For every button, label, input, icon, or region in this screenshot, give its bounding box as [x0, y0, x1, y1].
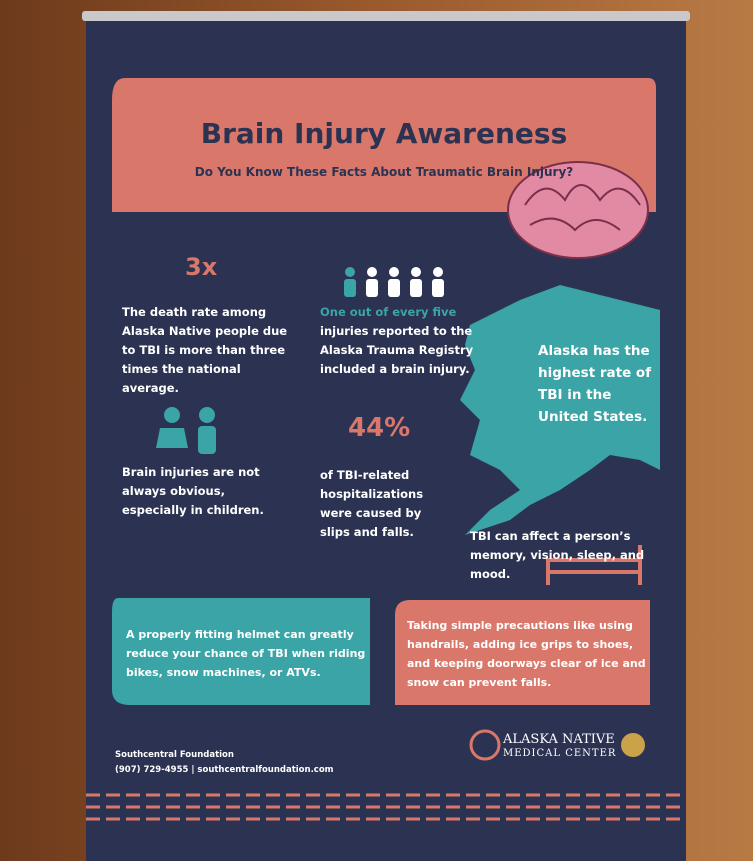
fact-text: Brain injuries are not always obvious, e… [122, 463, 292, 520]
shape [156, 428, 188, 448]
tip-text: Taking simple precautions like using han… [407, 616, 647, 692]
footer-contact: (907) 729-4955 | southcentralfoundation.… [115, 763, 334, 777]
footer-org: Southcentral Foundation [115, 748, 234, 762]
shape [164, 407, 180, 423]
shape [432, 279, 444, 297]
fact-text: TBI can affect a person’s memory, vision… [470, 527, 645, 584]
shape [411, 267, 421, 277]
fact-highlight: One out of every five [320, 303, 456, 322]
fact-text: Alaska has the highest rate of TBI in th… [538, 340, 658, 428]
shape [199, 407, 215, 423]
rod [82, 11, 690, 21]
shape [389, 267, 399, 277]
shape [367, 267, 377, 277]
logo-emblem [621, 733, 645, 757]
stat-figure: 3x [185, 252, 217, 282]
logo-text: ALASKA NATIVE [503, 732, 615, 748]
fact-text: of TBI-related hospitalizations were cau… [320, 466, 440, 542]
subtitle: Do You Know These Facts About Traumatic … [112, 163, 656, 182]
shape [410, 279, 422, 297]
shape [344, 279, 356, 297]
shape [366, 279, 378, 297]
shape [388, 279, 400, 297]
shape [433, 267, 443, 277]
people-icons [344, 267, 356, 297]
stat-figure: 44% [348, 412, 410, 444]
page: Brain Injury Awareness Do You Know These… [0, 0, 753, 861]
tip-text: A properly fitting helmet can greatly re… [126, 625, 366, 682]
fact-text: The death rate among Alaska Native peopl… [122, 303, 297, 398]
shape [198, 426, 216, 454]
fact-text: injuries reported to the Alaska Trauma R… [320, 322, 480, 379]
logo-text: MEDICAL CENTER [503, 747, 616, 761]
title: Brain Injury Awareness [112, 116, 656, 152]
shape [345, 267, 355, 277]
